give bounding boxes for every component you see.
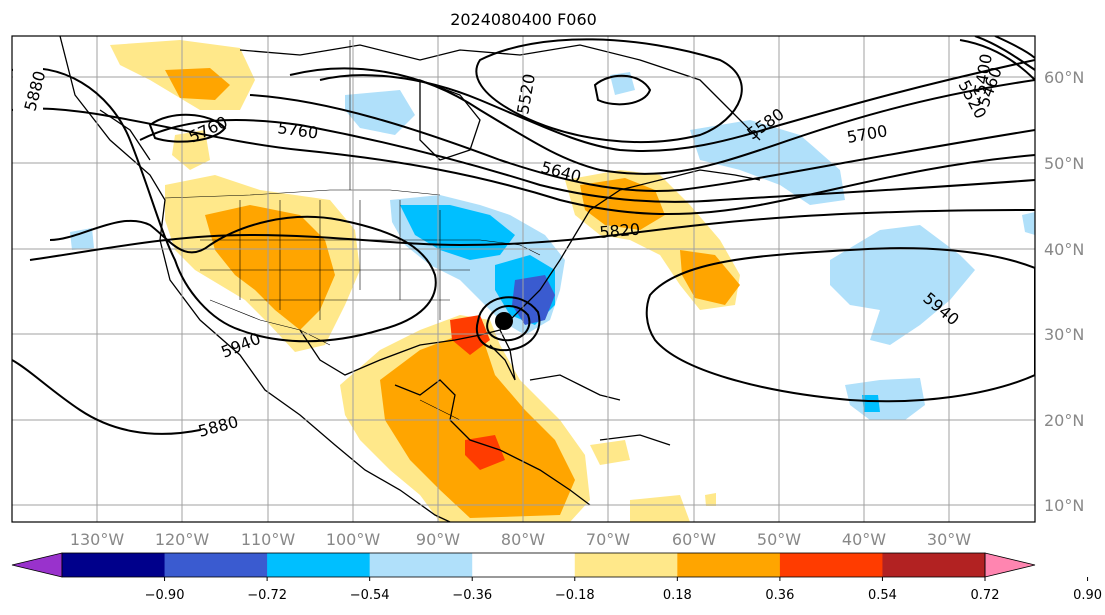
coastline-yucatan — [394, 379, 591, 506]
coastline-north-america-west — [59, 36, 451, 522]
colorbar-segments — [11, 552, 1036, 578]
political-borders — [164, 40, 541, 421]
contour-5760-small — [148, 113, 227, 143]
colorbar-tick-label: −0.36 — [452, 588, 492, 603]
anomaly-shading — [70, 40, 1035, 522]
colorbar-segment — [369, 553, 473, 577]
lon-label: 30°W — [927, 530, 971, 549]
map-border — [11, 35, 1036, 523]
map-title: 2024080400 F060 — [450, 10, 597, 29]
lon-label: 130°W — [70, 530, 125, 549]
colorbar-tick-label: −0.18 — [555, 588, 595, 603]
colorbar-segment — [62, 553, 166, 577]
contour-5880-south — [12, 359, 201, 435]
lat-label: 10°N — [1044, 496, 1084, 515]
colorbar-segment — [164, 553, 268, 577]
lon-label: 80°W — [501, 530, 545, 549]
contour-ring-storm — [486, 305, 531, 342]
contour-5820 — [29, 209, 1035, 261]
latitude-labels: 60°N 50°N 40°N 30°N 20°N 10°N — [1044, 68, 1084, 515]
contour-5700 — [12, 107, 1035, 216]
colorbar-tick-label: −0.72 — [247, 588, 287, 603]
coastlines — [59, 36, 761, 522]
contour-label: 5820 — [599, 220, 641, 242]
contour-5400 — [475, 38, 743, 143]
lon-label: 50°W — [757, 530, 801, 549]
colorbar-outline — [61, 552, 986, 578]
lat-label: 30°N — [1044, 325, 1084, 344]
colorbar-tick-label: 0.54 — [868, 588, 897, 603]
lon-label: 90°W — [416, 530, 460, 549]
lon-label: 40°W — [842, 530, 886, 549]
coastline-gulf — [299, 329, 516, 381]
lon-label: 100°W — [326, 530, 381, 549]
lat-label: 60°N — [1044, 68, 1084, 87]
colorbar-segment — [267, 553, 371, 577]
lon-label: 70°W — [586, 530, 630, 549]
lon-label: 120°W — [155, 530, 210, 549]
colorbar-extend-low — [11, 552, 63, 578]
longitude-labels: 130°W 120°W 110°W 100°W 90°W 80°W 70°W 6… — [70, 530, 971, 549]
colorbar-tick-label: 0.72 — [971, 588, 1000, 603]
colorbar-tick-label: 0.18 — [663, 588, 692, 603]
contour-5880-west — [12, 67, 437, 343]
colorbar-extend-high — [984, 552, 1036, 578]
colorbar-segment — [472, 553, 576, 577]
storm-center-marker — [495, 312, 513, 330]
contour-5760 — [139, 119, 1035, 203]
colorbar-segment — [677, 553, 781, 577]
colorbar: −0.90 −0.72 −0.54 −0.36 −0.18 0.18 0.36 0.54 0.7… — [11, 552, 1102, 603]
lat-label: 20°N — [1044, 411, 1084, 430]
lon-label: 110°W — [241, 530, 296, 549]
contour-5580 — [319, 59, 1035, 152]
contour-5520 — [289, 67, 1035, 175]
height-contours — [12, 36, 1035, 435]
coastline-east — [499, 169, 761, 331]
lat-label: 50°N — [1044, 154, 1084, 173]
coastline-canada-north — [239, 44, 761, 141]
colorbar-segment — [574, 553, 678, 577]
colorbar-segment — [779, 553, 883, 577]
lon-label: 60°W — [672, 530, 716, 549]
colorbar-tick-label: 0.36 — [765, 588, 794, 603]
colorbar-tick-labels: −0.90 −0.72 −0.54 −0.36 −0.18 0.18 0.36 0.54 0.7… — [145, 577, 1102, 603]
contour-5640 — [249, 94, 1035, 192]
colorbar-tick-label: −0.90 — [145, 588, 185, 603]
colorbar-tick-label: −0.54 — [350, 588, 390, 603]
colorbar-tick-label: 0.90 — [1073, 588, 1102, 603]
colorbar-segment — [882, 553, 986, 577]
lat-label: 40°N — [1044, 240, 1084, 259]
contour-5940-east — [645, 247, 1035, 403]
